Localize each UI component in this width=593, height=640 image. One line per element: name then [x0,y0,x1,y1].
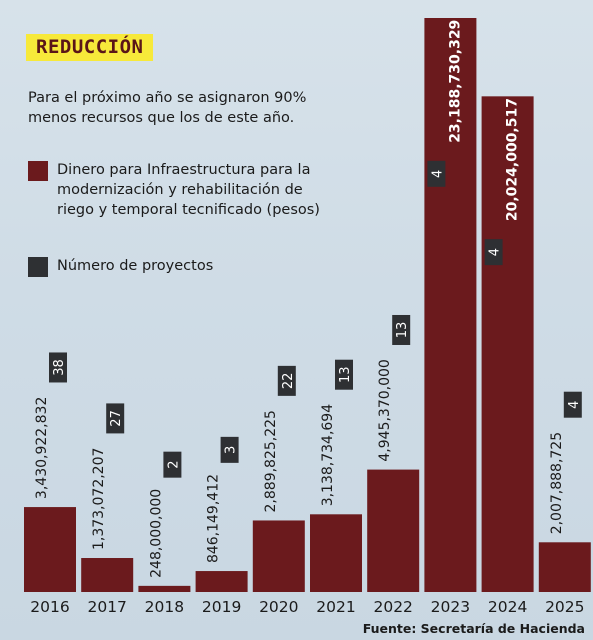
project-count-2018: 2 [166,461,181,469]
bar-2017 [81,558,134,592]
chart-subtitle: Para el próximo año se asignaron 90% men… [28,90,307,126]
project-count-2025: 4 [567,401,582,409]
project-badge-2017 [106,403,125,434]
value-label-2020: 2,889,825,225 [263,410,279,512]
project-count-2020: 22 [281,373,296,390]
project-count-2021: 13 [338,366,353,383]
value-label-2016: 3,430,922,832 [34,397,50,499]
x-tick-label: 2025 [545,598,584,616]
bar-2019 [195,571,248,592]
x-tick-label: 2018 [145,598,184,616]
x-tick-label: 2021 [316,598,355,616]
source-note: Fuente: Secretaría de Hacienda [362,621,585,636]
project-badge-2018 [163,451,182,478]
value-label-2022: 4,945,370,000 [377,359,393,461]
value-label-2019: 846,149,412 [206,474,222,563]
project-count-2016: 38 [52,359,67,376]
x-tick-label: 2020 [259,598,298,616]
x-tick-label: 2017 [87,598,126,616]
legend-swatch-money [28,161,48,181]
value-label-2021: 3,138,734,694 [320,404,336,507]
legend-swatch-projects [28,257,48,277]
project-badge-2020 [277,365,296,396]
x-tick-label: 2023 [431,598,470,616]
legend-item-projects: Número de proyectos [28,256,338,277]
bar-2023 [424,18,477,592]
bar-2018 [138,585,191,592]
project-badge-2024 [484,239,503,266]
project-badge-2021 [335,359,353,390]
project-badge-2023 [427,160,446,187]
project-badge-2022 [392,314,411,345]
bar-2020 [252,520,305,592]
project-count-2023: 4 [430,170,445,178]
project-badge-2025 [563,391,582,418]
x-tick-label: 2022 [373,598,412,616]
bar-2016 [24,507,76,592]
value-label-2025: 2,007,888,725 [549,432,565,534]
bar-2022 [367,469,420,592]
legend-label-money: Dinero para Infraestructura para la mode… [57,162,320,218]
project-badge-2016 [49,352,67,383]
project-count-2024: 4 [488,248,503,256]
project-badge-2019 [220,436,239,463]
project-count-2017: 27 [109,410,124,427]
value-label-2018: 248,000,000 [148,489,164,578]
bar-2025 [538,542,591,592]
project-count-2022: 13 [395,322,410,339]
bar-2024 [481,96,534,593]
legend-label-projects: Número de proyectos [57,258,214,274]
value-label-2024: 20,024,000,517 [505,98,521,221]
project-count-2019: 3 [224,446,239,454]
value-label-2023: 23,188,730,329 [447,20,463,143]
legend-item-money: Dinero para Infraestructura para la mode… [28,160,338,220]
bar-2021 [310,514,362,592]
value-label-2017: 1,373,072,207 [91,448,107,550]
x-tick-label: 2016 [30,598,69,616]
chart-title: REDUCCIÓN [26,34,154,61]
x-tick-label: 2024 [488,598,527,616]
x-tick-label: 2019 [202,598,241,616]
